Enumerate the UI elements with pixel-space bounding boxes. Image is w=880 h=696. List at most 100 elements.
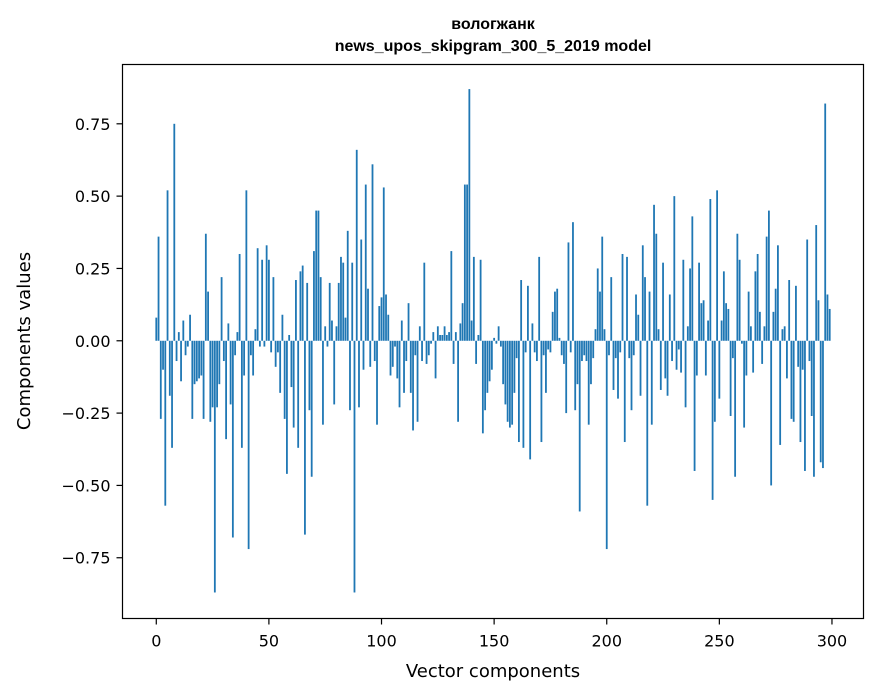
bar-278 (781, 329, 784, 341)
bar-288 (804, 340, 806, 471)
bar-219 (648, 291, 651, 341)
bar-63 (297, 340, 300, 448)
bar-203 (612, 340, 615, 390)
bar-49 (265, 245, 268, 341)
bar-241 (698, 262, 700, 341)
bar-297 (824, 103, 827, 341)
bar-274 (772, 311, 775, 341)
bar-225 (662, 262, 664, 341)
bar-210 (628, 340, 631, 359)
bar-141 (472, 256, 475, 341)
bar-195 (594, 329, 597, 341)
bar-80 (335, 326, 338, 341)
bar-138 (466, 184, 468, 341)
bar-33 (229, 340, 232, 405)
bar-52 (272, 277, 275, 341)
bar-114 (412, 340, 414, 431)
bar-286 (799, 340, 802, 443)
bar-94 (367, 288, 369, 341)
bar-27 (216, 340, 218, 408)
bar-192 (587, 340, 590, 425)
bar-298 (826, 294, 829, 341)
x-tick-label: 200 (591, 632, 622, 651)
bar-252 (722, 271, 725, 341)
bar-191 (585, 340, 588, 362)
bar-106 (394, 340, 396, 347)
bar-115 (414, 340, 417, 356)
bar-261 (743, 340, 746, 428)
bar-265 (752, 340, 755, 373)
bar-127 (441, 334, 444, 341)
bar-113 (409, 340, 412, 393)
bar-287 (801, 340, 804, 370)
bar-277 (779, 340, 782, 445)
bar-96 (371, 164, 374, 341)
bar-48 (263, 340, 266, 347)
bar-69 (310, 340, 313, 477)
bar-200 (605, 340, 608, 550)
bar-292 (813, 340, 815, 477)
bar-5 (166, 190, 169, 341)
bar-204 (614, 340, 617, 359)
bar-145 (481, 340, 484, 434)
bar-35 (234, 340, 237, 356)
bar-207 (621, 253, 624, 341)
bar-273 (770, 340, 773, 486)
bar-239 (693, 340, 696, 471)
bar-194 (592, 340, 595, 359)
bar-89 (355, 149, 358, 341)
bar-247 (711, 340, 714, 500)
bar-240 (695, 340, 698, 376)
bar-131 (450, 251, 453, 341)
bar-122 (430, 340, 432, 344)
bar-118 (421, 340, 423, 362)
bar-116 (416, 340, 419, 422)
bar-91 (360, 239, 363, 341)
bar-242 (700, 303, 703, 341)
bar-159 (513, 340, 516, 393)
bar-30 (222, 340, 225, 362)
bar-157 (508, 340, 511, 428)
x-tick-label: 300 (817, 632, 848, 651)
bars-group (155, 89, 831, 593)
y-tick-label: −0.25 (61, 404, 110, 423)
bar-25 (211, 340, 214, 408)
bar-263 (747, 291, 750, 341)
bar-272 (768, 210, 770, 341)
bar-19 (198, 340, 200, 379)
bar-129 (445, 334, 448, 341)
bar-41 (247, 340, 250, 550)
bar-248 (713, 340, 716, 422)
bar-209 (626, 256, 628, 341)
bar-124 (434, 340, 437, 379)
bar-22 (204, 233, 207, 341)
bar-140 (470, 320, 473, 341)
bar-179 (558, 337, 561, 341)
bar-15 (189, 314, 191, 341)
x-tick-label: 250 (704, 632, 735, 651)
bar-253 (725, 303, 728, 341)
bar-227 (666, 340, 669, 396)
bar-230 (673, 196, 676, 341)
bar-215 (639, 340, 642, 396)
bar-126 (439, 334, 441, 341)
bar-4 (164, 340, 167, 506)
bar-257 (734, 340, 737, 477)
bar-211 (630, 340, 633, 411)
bar-74 (322, 340, 324, 425)
y-tick-label: −0.75 (61, 549, 110, 568)
bar-20 (200, 340, 203, 376)
bar-259 (738, 259, 741, 341)
bar-62 (295, 280, 297, 341)
bar-254 (727, 308, 730, 341)
bar-208 (623, 340, 626, 443)
bar-86 (349, 340, 351, 411)
bar-224 (659, 340, 662, 390)
bar-45 (256, 248, 259, 341)
bar-285 (797, 340, 800, 367)
bar-146 (484, 340, 487, 411)
bar-156 (506, 340, 509, 422)
bar-59 (288, 334, 291, 341)
y-axis-label: Components values (14, 252, 35, 430)
